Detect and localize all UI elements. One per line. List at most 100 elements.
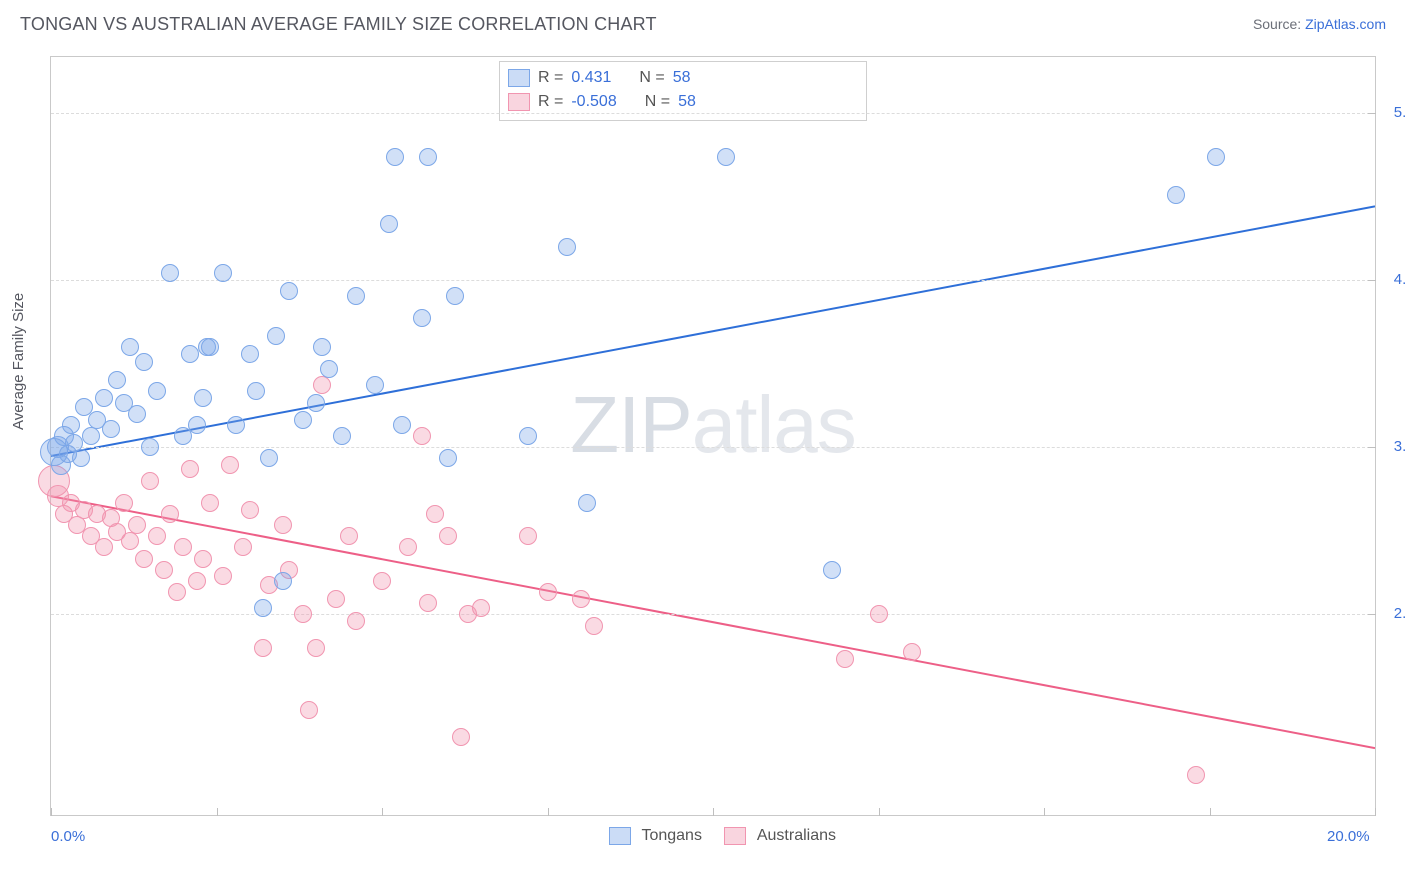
data-point (519, 427, 537, 445)
y-tick-label: 4.25 (1394, 271, 1406, 288)
chart-title: TONGAN VS AUSTRALIAN AVERAGE FAMILY SIZE… (20, 14, 657, 34)
data-point (141, 472, 159, 490)
data-point (413, 427, 431, 445)
swatch-australians-icon (508, 93, 530, 111)
data-point (347, 612, 365, 630)
data-point (393, 416, 411, 434)
x-tick-mark (548, 808, 549, 816)
data-point (823, 561, 841, 579)
y-tick-label: 5.00 (1394, 104, 1406, 121)
y-tick-label: 2.75 (1394, 605, 1406, 622)
trend-line-a (51, 206, 1375, 456)
data-point (558, 238, 576, 256)
source-attribution: Source: ZipAtlas.com (1253, 16, 1386, 32)
data-point (241, 345, 259, 363)
data-point (578, 494, 596, 512)
x-tick-label: 0.0% (51, 828, 85, 845)
x-tick-mark (51, 808, 52, 816)
data-point (72, 449, 90, 467)
trend-lines (51, 57, 1375, 815)
data-point (585, 617, 603, 635)
data-point (168, 583, 186, 601)
data-point (572, 590, 590, 608)
data-point (194, 550, 212, 568)
gridline (51, 113, 1375, 114)
y-tick-mark (1368, 614, 1376, 615)
trend-line-b (51, 496, 1375, 748)
data-point (380, 215, 398, 233)
data-point (519, 527, 537, 545)
data-point (366, 376, 384, 394)
gridline (51, 280, 1375, 281)
data-point (327, 590, 345, 608)
x-tick-label: 20.0% (1327, 828, 1370, 845)
n-label: N = (639, 69, 664, 87)
data-point (307, 394, 325, 412)
source-link[interactable]: ZipAtlas.com (1305, 16, 1386, 32)
x-tick-mark (1210, 808, 1211, 816)
data-point (307, 639, 325, 657)
data-point (155, 561, 173, 579)
y-tick-mark (1368, 280, 1376, 281)
x-tick-mark (713, 808, 714, 816)
scatter-plot: ZIPatlas R = 0.431 N = 58 R = -0.508 N =… (50, 56, 1376, 816)
data-point (413, 309, 431, 327)
r-label: R = (538, 93, 563, 111)
data-point (181, 345, 199, 363)
legend-label-b: Australians (757, 827, 836, 844)
x-tick-mark (879, 808, 880, 816)
title-bar: TONGAN VS AUSTRALIAN AVERAGE FAMILY SIZE… (20, 14, 1386, 44)
y-tick-label: 3.50 (1394, 438, 1406, 455)
legend-row-b: R = -0.508 N = 58 (508, 90, 858, 114)
data-point (254, 639, 272, 657)
y-axis-label: Average Family Size (10, 293, 27, 430)
data-point (472, 599, 490, 617)
x-tick-mark (1375, 808, 1376, 816)
n-value-b: 58 (678, 93, 696, 111)
data-point (62, 416, 80, 434)
data-point (267, 327, 285, 345)
gridline (51, 614, 1375, 615)
data-point (102, 420, 120, 438)
data-point (241, 501, 259, 519)
data-point (426, 505, 444, 523)
gridline (51, 447, 1375, 448)
data-point (274, 516, 292, 534)
y-tick-mark (1368, 447, 1376, 448)
data-point (254, 599, 272, 617)
swatch-tongans-icon (609, 827, 631, 845)
data-point (188, 572, 206, 590)
data-point (294, 411, 312, 429)
data-point (135, 353, 153, 371)
data-point (1187, 766, 1205, 784)
y-tick-mark (1368, 113, 1376, 114)
data-point (95, 389, 113, 407)
data-point (135, 550, 153, 568)
r-value-a: 0.431 (571, 69, 611, 87)
swatch-australians-icon (724, 827, 746, 845)
n-label: N = (645, 93, 670, 111)
data-point (198, 338, 216, 356)
r-label: R = (538, 69, 563, 87)
data-point (115, 494, 133, 512)
x-tick-mark (217, 808, 218, 816)
data-point (188, 416, 206, 434)
data-point (201, 494, 219, 512)
data-point (221, 456, 239, 474)
data-point (870, 605, 888, 623)
legend-row-a: R = 0.431 N = 58 (508, 66, 858, 90)
data-point (128, 405, 146, 423)
x-tick-mark (382, 808, 383, 816)
data-point (903, 643, 921, 661)
r-value-b: -0.508 (571, 93, 616, 111)
series-legend: Tongans Australians (591, 827, 836, 845)
data-point (446, 287, 464, 305)
n-value-a: 58 (673, 69, 691, 87)
legend-label-a: Tongans (641, 827, 702, 844)
source-label: Source: (1253, 16, 1305, 32)
data-point (347, 287, 365, 305)
swatch-tongans-icon (508, 69, 530, 87)
data-point (373, 572, 391, 590)
x-tick-mark (1044, 808, 1045, 816)
data-point (274, 572, 292, 590)
